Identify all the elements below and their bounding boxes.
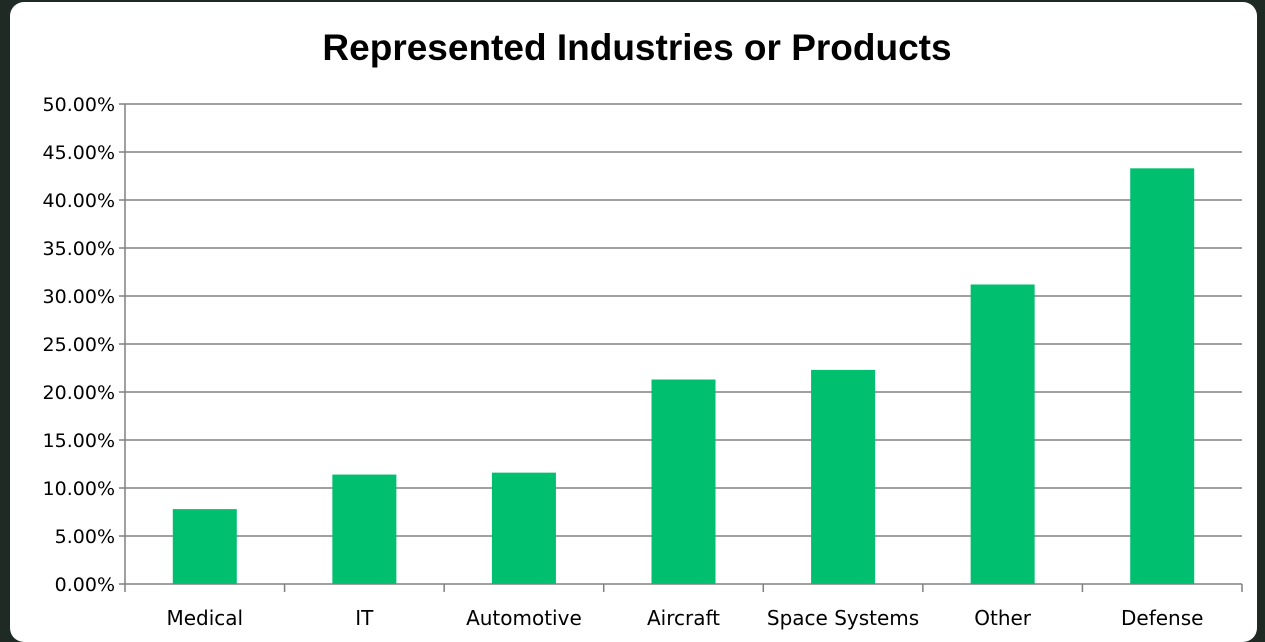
y-tick-label: 15.00% (43, 430, 115, 452)
y-tick-label: 20.00% (43, 382, 115, 404)
y-tick-labels: 0.00% 5.00% 10.00% 15.00% 20.00% 25.00% 30.00%… (43, 94, 115, 596)
x-tick-label: Defense (1121, 606, 1203, 630)
bar-defense (1130, 168, 1194, 584)
y-tick-label: 10.00% (43, 478, 115, 500)
y-tick-label: 5.00% (55, 526, 115, 548)
y-tick-label: 25.00% (43, 334, 115, 356)
y-tick-label: 35.00% (43, 238, 115, 260)
bar-medical (173, 509, 237, 584)
x-tick-label: Automotive (466, 606, 582, 630)
bar-space-systems (811, 370, 875, 584)
x-tick-label: Other (974, 606, 1032, 630)
x-tick-label: IT (355, 606, 374, 630)
bars (173, 168, 1194, 584)
y-tick-label: 50.00% (43, 94, 115, 116)
chart-panel: Represented Industries or Products 0.00%… (10, 2, 1257, 642)
y-tick-label: 30.00% (43, 286, 115, 308)
bar-aircraft (652, 380, 716, 584)
y-tick-label: 40.00% (43, 190, 115, 212)
x-tick-label: Space Systems (767, 606, 919, 630)
y-tick-label: 0.00% (55, 574, 115, 596)
y-tick-label: 45.00% (43, 142, 115, 164)
x-tick-label: Medical (166, 606, 243, 630)
bar-other (971, 284, 1035, 584)
x-tick-label: Aircraft (647, 606, 720, 630)
bar-chart: Represented Industries or Products 0.00%… (10, 2, 1257, 642)
bar-automotive (492, 473, 556, 584)
x-tick-labels: Medical IT Automotive Aircraft Space Systems… (166, 606, 1203, 630)
bar-it (332, 475, 396, 584)
chart-title: Represented Industries or Products (322, 27, 951, 68)
